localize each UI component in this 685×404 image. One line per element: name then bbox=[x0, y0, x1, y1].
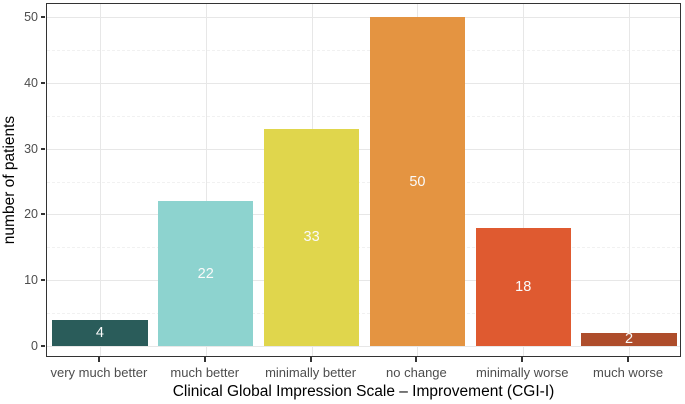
major-gridline bbox=[47, 280, 680, 282]
bar bbox=[52, 319, 148, 346]
bar-value-label: 50 bbox=[409, 173, 426, 190]
y-axis-tick bbox=[41, 16, 45, 18]
minor-gridline bbox=[47, 181, 680, 183]
x-tick-label: much better bbox=[170, 365, 240, 380]
major-gridline bbox=[47, 214, 680, 216]
bar-value-label: 22 bbox=[197, 265, 214, 282]
y-axis-tick bbox=[41, 81, 45, 84]
x-tick-label: no change bbox=[386, 365, 447, 380]
vertical-gridline bbox=[523, 4, 525, 356]
x-tick-label: much worse bbox=[593, 365, 664, 380]
x-axis-tick bbox=[309, 357, 312, 362]
x-axis-title: Clinical Global Impression Scale – Impro… bbox=[172, 383, 555, 400]
bar bbox=[158, 201, 254, 346]
bar bbox=[475, 227, 571, 346]
vertical-gridline bbox=[629, 4, 631, 356]
minor-gridline bbox=[47, 49, 680, 51]
y-tick-label: 40 bbox=[24, 75, 38, 90]
bar-value-label: 4 bbox=[95, 324, 104, 341]
y-axis-tick bbox=[41, 279, 45, 282]
x-axis-tick bbox=[203, 357, 206, 362]
bar-value-label: 33 bbox=[303, 229, 320, 246]
minor-gridline bbox=[47, 247, 680, 249]
x-axis-tick bbox=[627, 357, 630, 362]
vertical-gridline bbox=[205, 4, 207, 356]
y-tick-label: 30 bbox=[24, 141, 38, 156]
y-tick-label: 20 bbox=[24, 207, 38, 222]
x-tick-label: minimally better bbox=[265, 365, 357, 380]
major-gridline bbox=[47, 82, 680, 84]
bar bbox=[263, 128, 360, 346]
minor-gridline bbox=[47, 313, 680, 315]
y-axis-tick bbox=[41, 147, 45, 150]
x-axis-tick bbox=[415, 357, 418, 362]
bar-value-label: 2 bbox=[625, 331, 634, 348]
vertical-gridline bbox=[99, 4, 101, 356]
major-gridline bbox=[47, 148, 680, 150]
bar bbox=[369, 17, 466, 346]
y-axis-tick bbox=[41, 345, 45, 347]
x-tick-label: very much better bbox=[50, 365, 148, 380]
plot-panel: 4 22 33 50 18 2 bbox=[46, 3, 681, 357]
y-tick-label: 10 bbox=[24, 273, 38, 288]
major-gridline bbox=[47, 17, 680, 18]
minor-gridline bbox=[47, 115, 680, 117]
y-axis-tick bbox=[41, 213, 45, 216]
y-axis-title: number of patients bbox=[1, 115, 18, 245]
x-axis-tick bbox=[97, 357, 100, 362]
bar bbox=[581, 332, 677, 346]
y-tick-label: 0 bbox=[31, 339, 38, 353]
y-tick-label: 50 bbox=[24, 10, 38, 24]
x-axis-tick bbox=[521, 357, 524, 362]
bar-value-label: 18 bbox=[515, 278, 532, 295]
major-gridline bbox=[47, 346, 680, 347]
x-tick-label: minimally worse bbox=[476, 365, 569, 380]
